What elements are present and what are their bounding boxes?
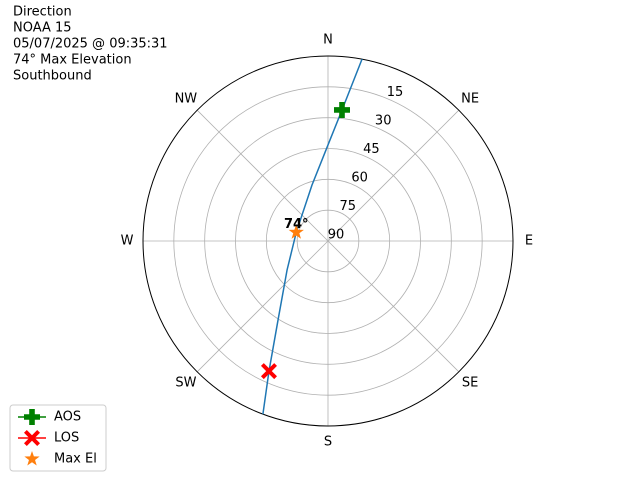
annotation: 74° — [284, 217, 309, 232]
legend-label: LOS — [54, 431, 79, 446]
point-marker — [288, 224, 304, 239]
r-tick-label: 60 — [351, 171, 368, 186]
title-line: Southbound — [13, 69, 92, 84]
theta-tick-label: SE — [462, 376, 478, 391]
grid-spoke — [196, 240, 329, 373]
grid-spoke — [327, 240, 460, 373]
theta-tick-label: W — [121, 234, 134, 249]
r-tick-label: 45 — [363, 142, 380, 157]
grid-spoke — [327, 109, 460, 242]
theta-tick-label: S — [324, 435, 332, 450]
theta-tick-label: NW — [175, 91, 198, 106]
title-line: 05/07/2025 @ 09:35:31 — [13, 37, 168, 52]
r-tick-label: 90 — [328, 228, 345, 243]
title-line: Direction — [13, 5, 72, 20]
title-line: 74° Max Elevation — [13, 53, 132, 68]
title-line: NOAA 15 — [13, 21, 72, 36]
legend-label: AOS — [54, 410, 81, 425]
point-marker — [334, 101, 351, 118]
theta-tick-label: SW — [175, 376, 196, 391]
r-tick-label: 75 — [340, 199, 357, 214]
legend-marker — [24, 430, 40, 446]
theta-tick-label: NE — [461, 91, 479, 106]
legend: AOS LOS Max El — [9, 404, 107, 472]
theta-tick-label: E — [525, 234, 533, 249]
theta-tick-label: N — [323, 33, 333, 48]
legend-marker — [24, 409, 40, 425]
r-tick-label: 15 — [387, 85, 404, 100]
point-marker — [260, 363, 277, 380]
polar-frame — [142, 55, 514, 427]
legend-label: Max El — [54, 452, 97, 467]
legend-marker — [24, 451, 40, 466]
grid-spoke — [196, 109, 329, 242]
r-tick-label: 30 — [375, 114, 392, 129]
